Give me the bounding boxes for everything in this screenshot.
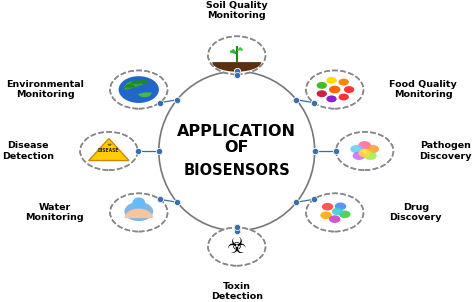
Circle shape (338, 94, 349, 101)
Circle shape (358, 149, 371, 157)
Circle shape (339, 210, 351, 218)
Circle shape (332, 208, 343, 215)
Text: Soil Quality
Monitoring: Soil Quality Monitoring (206, 1, 267, 20)
Circle shape (350, 145, 363, 153)
Circle shape (80, 132, 137, 170)
Circle shape (336, 132, 393, 170)
Circle shape (326, 77, 337, 84)
Text: Food Quality
Monitoring: Food Quality Monitoring (390, 80, 457, 99)
Text: Pathogen
Discovery: Pathogen Discovery (419, 141, 472, 161)
Text: ☣: ☣ (106, 142, 111, 147)
Circle shape (364, 152, 377, 160)
Polygon shape (89, 139, 129, 161)
Circle shape (366, 145, 379, 153)
Circle shape (124, 202, 153, 221)
Wedge shape (131, 80, 141, 84)
Circle shape (338, 79, 349, 85)
Text: Drug
Discovery: Drug Discovery (390, 203, 442, 222)
Text: Environmental
Monitoring: Environmental Monitoring (6, 80, 84, 99)
Wedge shape (124, 209, 153, 218)
Circle shape (322, 203, 333, 210)
Circle shape (110, 70, 167, 109)
Circle shape (306, 193, 364, 232)
Circle shape (317, 82, 327, 89)
Polygon shape (212, 62, 261, 72)
Circle shape (329, 86, 340, 93)
Wedge shape (138, 92, 152, 97)
Text: ☣: ☣ (227, 236, 246, 257)
Wedge shape (124, 81, 143, 90)
Text: BIOSENSORS: BIOSENSORS (183, 163, 290, 178)
Circle shape (335, 203, 346, 210)
Text: Toxin
Detection: Toxin Detection (211, 282, 263, 301)
Circle shape (317, 90, 327, 97)
Circle shape (110, 193, 167, 232)
Wedge shape (138, 79, 148, 83)
Circle shape (358, 141, 371, 149)
Wedge shape (125, 84, 135, 88)
Circle shape (353, 152, 365, 160)
Text: Water
Monitoring: Water Monitoring (26, 203, 84, 222)
Ellipse shape (159, 71, 315, 231)
Circle shape (208, 227, 265, 266)
Text: APPLICATION: APPLICATION (177, 124, 296, 139)
Circle shape (306, 70, 364, 109)
Circle shape (320, 211, 332, 219)
Text: DISEASE: DISEASE (98, 148, 119, 153)
Text: OF: OF (225, 140, 249, 155)
Wedge shape (237, 47, 243, 51)
Circle shape (208, 36, 265, 75)
Circle shape (118, 76, 159, 103)
Text: Disease
Detection: Disease Detection (2, 141, 54, 161)
Circle shape (344, 86, 354, 93)
Wedge shape (230, 49, 237, 53)
Polygon shape (133, 198, 145, 208)
Circle shape (329, 215, 340, 223)
Circle shape (326, 95, 337, 102)
